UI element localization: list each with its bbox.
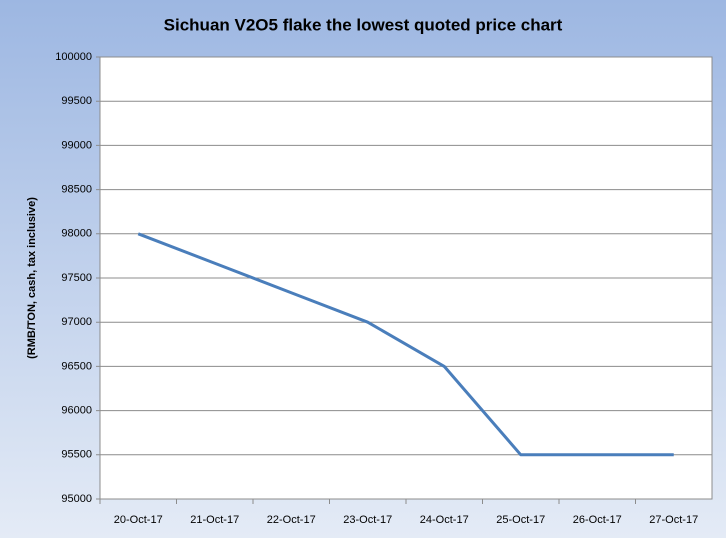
y-tick-label: 95500: [61, 449, 92, 461]
y-tick-label: 96000: [61, 405, 92, 417]
data-line: [137, 232, 674, 457]
chart-title: Sichuan V2O5 flake the lowest quoted pri…: [164, 15, 563, 34]
y-tick-label: 99500: [61, 95, 92, 107]
y-tick-label: 98500: [61, 184, 92, 196]
y-tick-label: 99000: [61, 139, 92, 151]
x-tick-label: 26-Oct-17: [573, 514, 622, 526]
y-tick-label: 95000: [61, 493, 92, 505]
y-tick-label: 97000: [61, 316, 92, 328]
x-tick-label: 22-Oct-17: [267, 514, 316, 526]
x-tick-label: 24-Oct-17: [420, 514, 469, 526]
y-tick-label: 96500: [61, 360, 92, 372]
y-tick-label: 97500: [61, 272, 92, 284]
x-tick-label: 21-Oct-17: [190, 514, 239, 526]
x-tick-label: 23-Oct-17: [343, 514, 392, 526]
y-axis-label: (RMB/TON, cash, tax inclusive): [26, 197, 38, 359]
y-tick-label: 98000: [61, 228, 92, 240]
x-tick-label: 27-Oct-17: [649, 514, 698, 526]
x-tick-label: 20-Oct-17: [114, 514, 163, 526]
x-tick-label: 25-Oct-17: [496, 514, 545, 526]
y-tick-label: 100000: [55, 51, 92, 63]
